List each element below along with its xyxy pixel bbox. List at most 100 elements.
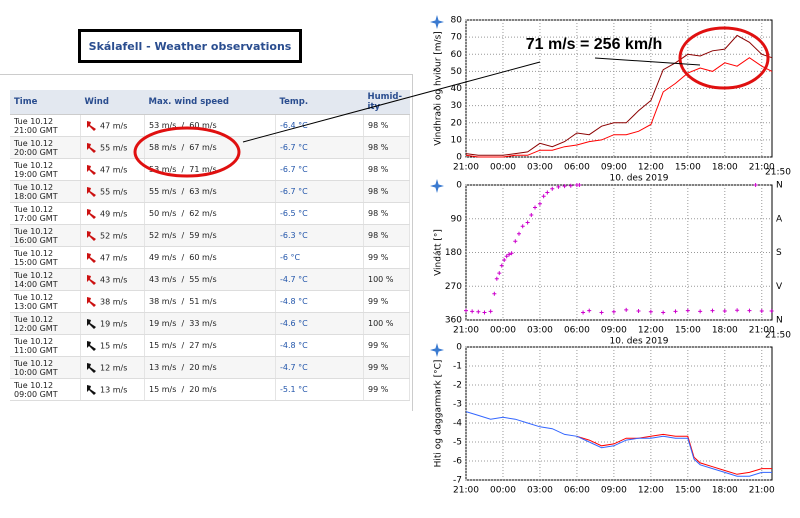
y2-tick-label: N bbox=[776, 316, 783, 326]
y-tick-label: 0 bbox=[456, 153, 462, 163]
max-wind: 15 m/s / 27 m/s bbox=[144, 334, 276, 357]
wind-arrow bbox=[87, 186, 96, 197]
humidity: 100 % bbox=[363, 268, 410, 291]
wind-arrow bbox=[87, 340, 96, 351]
x-tick-label: 21:00 bbox=[749, 163, 775, 173]
humidity: 98 % bbox=[363, 180, 410, 203]
column-header: Wind bbox=[80, 90, 145, 115]
wind-arrow bbox=[87, 274, 96, 285]
time-text: 19:00 GMT bbox=[14, 169, 58, 179]
y2-tick-label: V bbox=[776, 282, 783, 292]
wind-speed: 38 m/s bbox=[100, 297, 128, 306]
wind-arrow bbox=[87, 362, 96, 373]
date-text: Tue 10.12 bbox=[14, 204, 54, 214]
temperature: -4.7 °C bbox=[275, 356, 364, 379]
column-header: Time bbox=[10, 90, 81, 115]
table-row: Tue 10.12 14:00 GMT 43 m/s 43 m/s / 55 m/s -… bbox=[10, 268, 410, 291]
humidity: 98 % bbox=[363, 158, 410, 181]
x-tick-label: 03:00 bbox=[527, 326, 553, 336]
time-text: 14:00 GMT bbox=[14, 279, 58, 289]
max-wind: 13 m/s / 20 m/s bbox=[144, 356, 276, 379]
data-point bbox=[537, 201, 542, 206]
x-tick-label: 21:00 bbox=[453, 486, 479, 496]
y-tick-label: 90 bbox=[451, 214, 463, 224]
x-tick-label: 21:00 bbox=[453, 326, 479, 336]
date-text: Tue 10.12 bbox=[14, 292, 54, 302]
time-cell: Tue 10.12 15:00 GMT bbox=[10, 246, 81, 269]
time-text: 15:00 GMT bbox=[14, 257, 58, 267]
wind-speed: 49 m/s bbox=[100, 209, 128, 218]
max-wind: 49 m/s / 60 m/s bbox=[144, 246, 276, 269]
max-wind: 15 m/s / 20 m/s bbox=[144, 378, 276, 401]
table-row: Tue 10.12 11:00 GMT 15 m/s 15 m/s / 27 m/s -… bbox=[10, 334, 410, 357]
data-point bbox=[545, 190, 550, 195]
time-text: 12:00 GMT bbox=[14, 323, 58, 333]
data-point bbox=[525, 220, 530, 225]
data-point bbox=[516, 231, 521, 236]
y-tick-label: 60 bbox=[451, 50, 463, 60]
x-tick-label: 21:00 bbox=[453, 163, 479, 173]
pointer-line bbox=[242, 61, 541, 143]
data-point bbox=[562, 184, 567, 189]
wind-cell: 47 m/s bbox=[80, 246, 145, 269]
wind-cell: 52 m/s bbox=[80, 224, 145, 247]
max-wind: 19 m/s / 33 m/s bbox=[144, 312, 276, 335]
date-text: Tue 10.12 bbox=[14, 226, 54, 236]
date-text: Tue 10.12 bbox=[14, 182, 54, 192]
y-tick-label: 80 bbox=[451, 16, 463, 26]
x-tick-label: 15:00 bbox=[675, 486, 701, 496]
wind-arrow bbox=[87, 296, 96, 307]
x-tick-label: 18:00 bbox=[712, 326, 738, 336]
wind-cell: 49 m/s bbox=[80, 202, 145, 225]
time-cell: Tue 10.12 16:00 GMT bbox=[10, 224, 81, 247]
y-tick-label: 0 bbox=[456, 343, 462, 353]
y-tick-label: 20 bbox=[451, 118, 463, 128]
time-text: 20:00 GMT bbox=[14, 147, 58, 157]
wind-speed: 47 m/s bbox=[100, 165, 128, 174]
time-cell: Tue 10.12 19:00 GMT bbox=[10, 158, 81, 181]
data-point bbox=[541, 194, 546, 199]
x-tick-label: 09:00 bbox=[601, 486, 627, 496]
data-point bbox=[482, 310, 487, 315]
time-cell: Tue 10.12 20:00 GMT bbox=[10, 136, 81, 159]
y-tick-label: 40 bbox=[451, 84, 463, 94]
date-text: Tue 10.12 bbox=[14, 248, 54, 258]
table-row: Tue 10.12 18:00 GMT 55 m/s 55 m/s / 63 m/s -… bbox=[10, 180, 410, 203]
date-text: Tue 10.12 bbox=[14, 358, 54, 368]
wind-speed: 55 m/s bbox=[100, 187, 128, 196]
temperature: -6.5 °C bbox=[275, 202, 364, 225]
data-point bbox=[722, 309, 727, 313]
data-point bbox=[587, 308, 592, 313]
temperature: -6.7 °C bbox=[275, 136, 364, 159]
time-text: 11:00 GMT bbox=[14, 345, 58, 355]
temperature: -5.1 °C bbox=[275, 378, 364, 401]
max-wind: 53 m/s / 60 m/s bbox=[144, 114, 276, 137]
logo-icon bbox=[430, 343, 444, 357]
wind-cell: 15 m/s bbox=[80, 334, 145, 357]
max-wind: 38 m/s / 51 m/s bbox=[144, 290, 276, 313]
y2-tick-label: N bbox=[776, 181, 783, 191]
temperature: -4.8 °C bbox=[275, 290, 364, 313]
data-point bbox=[636, 309, 641, 313]
x-tick-label: 12:00 bbox=[638, 163, 664, 173]
data-point bbox=[513, 239, 518, 244]
humidity: 98 % bbox=[363, 136, 410, 159]
x-tick-label: 00:00 bbox=[490, 486, 516, 496]
data-point bbox=[464, 308, 468, 313]
data-point bbox=[581, 310, 586, 315]
y-tick-label: -5 bbox=[453, 438, 462, 448]
wind-arrow bbox=[87, 318, 96, 329]
data-point bbox=[520, 224, 525, 229]
data-line bbox=[576, 433, 772, 475]
data-point bbox=[529, 213, 534, 217]
data-point bbox=[611, 309, 616, 314]
data-point bbox=[497, 271, 502, 276]
temperature: -6 °C bbox=[275, 246, 364, 269]
temperature: -4.7 °C bbox=[275, 268, 364, 291]
y-axis-label: Vindátt [°] bbox=[434, 229, 444, 276]
data-point bbox=[759, 309, 764, 313]
humidity: 99 % bbox=[363, 334, 410, 357]
wind-cell: 47 m/s bbox=[80, 114, 145, 137]
temperature: -6.7 °C bbox=[275, 158, 364, 181]
y-axis-label: Hiti og daggarmark [°C] bbox=[434, 360, 444, 468]
